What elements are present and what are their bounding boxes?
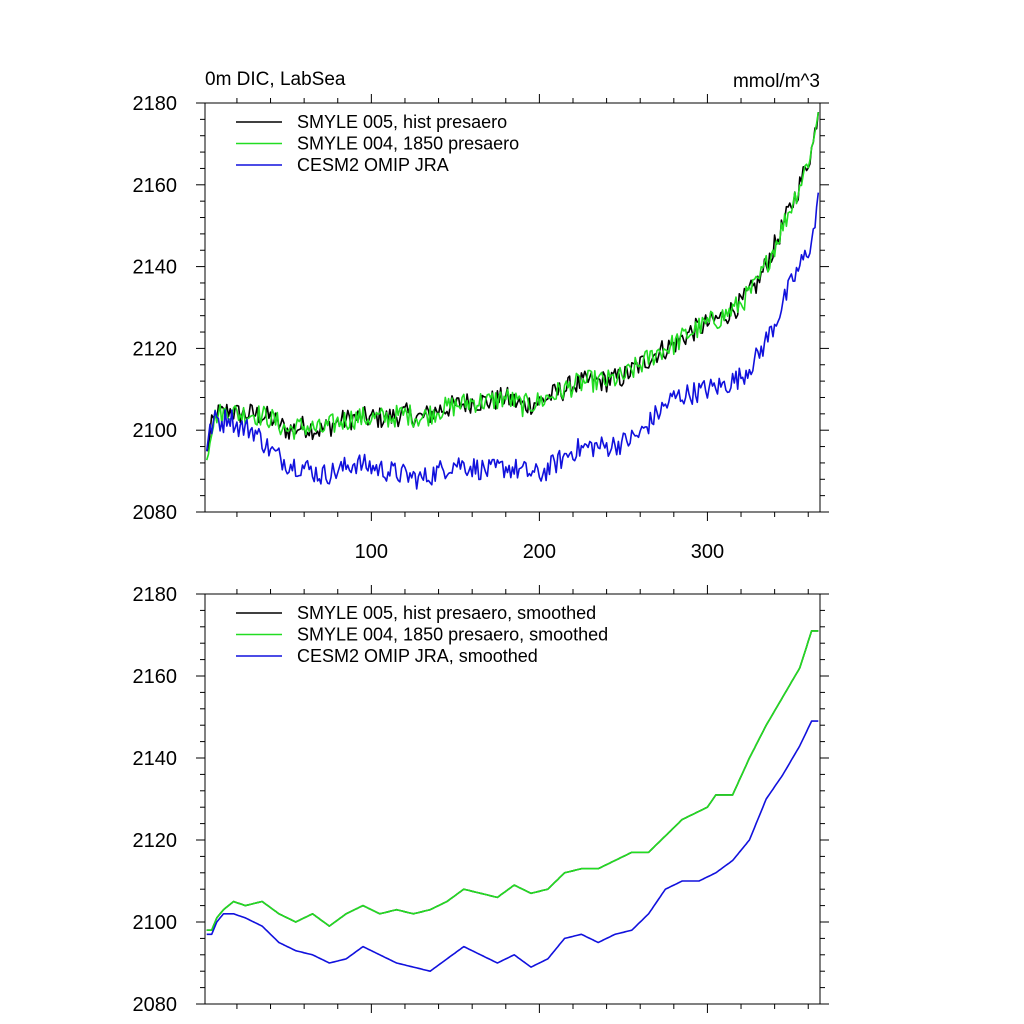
y-tick-label: 2160 bbox=[133, 666, 178, 688]
chart-title: 0m DIC, LabSea bbox=[205, 69, 346, 90]
y-tick-label: 2180 bbox=[133, 93, 178, 115]
y-tick-label: 2120 bbox=[133, 830, 178, 852]
legend-entry: SMYLE 004, 1850 presaero, smoothed bbox=[297, 625, 608, 645]
y-tick-label: 2100 bbox=[133, 912, 178, 934]
y-tick-label: 2140 bbox=[133, 257, 178, 279]
legend-entry: CESM2 OMIP JRA bbox=[297, 155, 449, 175]
series-line-2 bbox=[206, 630, 819, 932]
panel-raw: 0m DIC, LabSea mmol/m^3 2080 2100 2120 2140… bbox=[133, 69, 829, 563]
x-tick-label: 300 bbox=[691, 541, 724, 563]
y-tick-label: 2080 bbox=[133, 994, 178, 1016]
y-tick-label: 2080 bbox=[133, 502, 178, 524]
legend-entry: CESM2 OMIP JRA, smoothed bbox=[297, 646, 538, 666]
x-tick-label: 200 bbox=[523, 541, 556, 563]
y-tick-label: 2120 bbox=[133, 338, 178, 360]
series-line-3 bbox=[205, 192, 820, 490]
panel-smoothed: 2080 2100 2120 2140 2160 2180 SMYLE 005, hist … bbox=[133, 584, 829, 1016]
y-tick-label: 2180 bbox=[133, 584, 178, 606]
plot-frame bbox=[204, 593, 821, 1005]
series-line-1 bbox=[206, 630, 819, 932]
plot-frame bbox=[204, 102, 821, 513]
series-line-2 bbox=[205, 112, 820, 461]
y-tick-label: 2100 bbox=[133, 420, 178, 442]
units-label: mmol/m^3 bbox=[733, 71, 820, 92]
x-tick-label: 100 bbox=[355, 541, 388, 563]
series-line-1 bbox=[206, 112, 820, 452]
legend-entry: SMYLE 005, hist presaero, smoothed bbox=[297, 603, 596, 623]
y-tick-label: 2160 bbox=[133, 175, 178, 197]
legend-entry: SMYLE 004, 1850 presaero bbox=[297, 134, 519, 154]
legend-entry: SMYLE 005, hist presaero bbox=[297, 112, 507, 132]
series-line-3 bbox=[206, 720, 819, 973]
y-tick-label: 2140 bbox=[133, 748, 178, 770]
